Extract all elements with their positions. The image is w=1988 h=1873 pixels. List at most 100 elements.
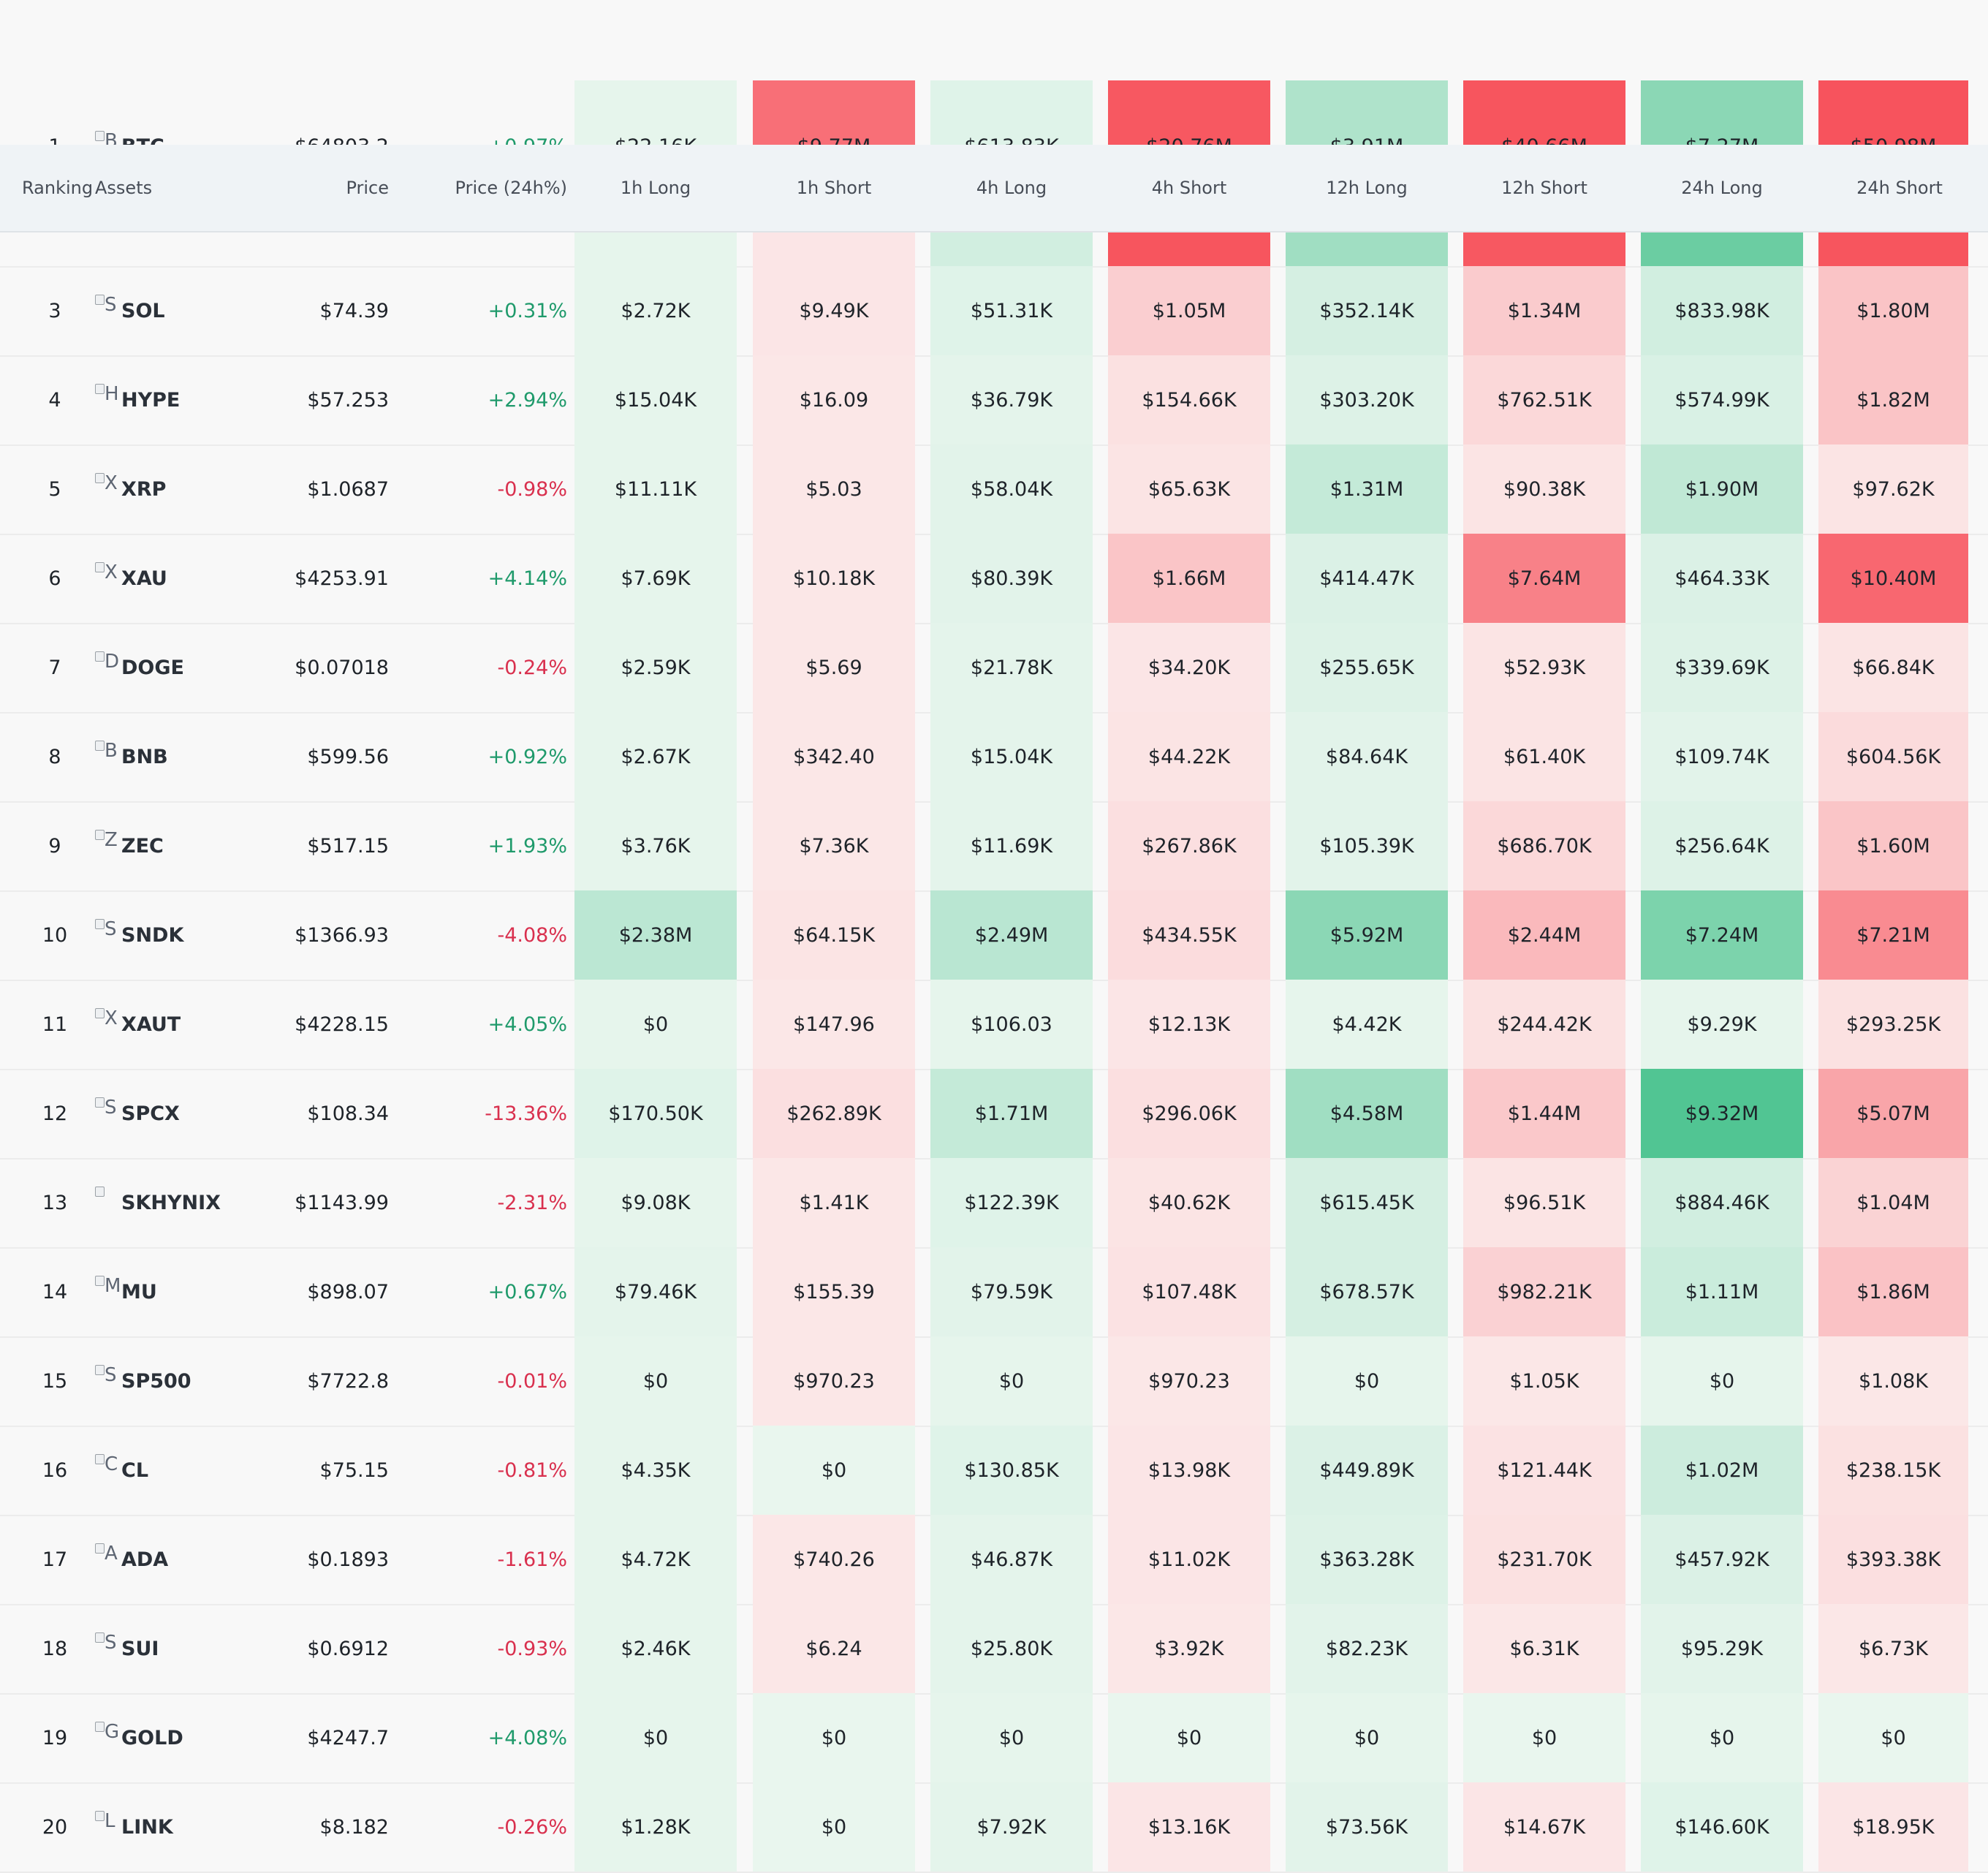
- change-cell: +0.67%: [487, 1280, 567, 1303]
- header-assets[interactable]: Assets: [95, 178, 153, 198]
- asset-cell[interactable]: X XRP: [95, 444, 278, 534]
- table-row[interactable]: 14 M MU $898.07 +0.67% $79.46K $155.39 $79.59K $…: [0, 1247, 1988, 1338]
- short-liquidation-cell: $970.23: [753, 1336, 915, 1426]
- short-liquidation-cell: $65.63K: [1108, 444, 1270, 534]
- table-row[interactable]: 16 C CL $75.15 -0.81% $4.35K $0 $130.85K $13.98K…: [0, 1426, 1988, 1516]
- long-liquidation-cell: $0: [574, 980, 737, 1069]
- table-row[interactable]: 19 G GOLD $4247.7 +4.08% $0 $0 $0 $0 $0 $0 $0 $0: [0, 1693, 1988, 1784]
- short-liquidation-cell: $342.40: [753, 712, 915, 801]
- short-liquidation-cell: $1.44M: [1463, 1069, 1625, 1158]
- short-liquidation-cell: $1.80M: [1818, 266, 1968, 355]
- asset-cell[interactable]: A ADA: [95, 1515, 278, 1604]
- asset-cell[interactable]: B BNB: [95, 712, 278, 801]
- rank-cell: 17: [42, 1548, 68, 1571]
- asset-logo-icon: S: [95, 1097, 117, 1119]
- table-row[interactable]: 13 SKHYNIX $1143.99 -2.31% $9.08K $1.41K $122.…: [0, 1158, 1988, 1249]
- long-liquidation-cell: $106.03: [930, 980, 1093, 1069]
- table-row[interactable]: 3 S SOL $74.39 +0.31% $2.72K $9.49K $51.31K $1.0…: [0, 266, 1988, 357]
- asset-cell[interactable]: SKHYNIX: [95, 1158, 278, 1247]
- header-24h-long[interactable]: 24h Long: [1681, 178, 1763, 198]
- header-12h-long[interactable]: 12h Long: [1326, 178, 1408, 198]
- header-12h-short[interactable]: 12h Short: [1501, 178, 1587, 198]
- header-change[interactable]: Price (24h%): [455, 178, 567, 198]
- asset-logo-icon: G: [95, 1721, 119, 1743]
- long-liquidation-cell: $46.87K: [930, 1515, 1093, 1604]
- rank-cell: 9: [48, 834, 61, 858]
- asset-cell[interactable]: G GOLD: [95, 1693, 278, 1782]
- table-row[interactable]: 4 H HYPE $57.253 +2.94% $15.04K $16.09 $36.79K $…: [0, 355, 1988, 446]
- asset-cell[interactable]: S SOL: [95, 266, 278, 355]
- short-liquidation-cell: $238.15K: [1818, 1426, 1968, 1515]
- long-liquidation-cell: $105.39K: [1286, 801, 1448, 890]
- table-row[interactable]: 12 S SPCX $108.34 -13.36% $170.50K $262.89K $1.…: [0, 1069, 1988, 1159]
- asset-cell[interactable]: X XAU: [95, 534, 278, 623]
- long-liquidation-cell: $1.71M: [930, 1069, 1093, 1158]
- short-liquidation-cell: $393.38K: [1818, 1515, 1968, 1604]
- long-liquidation-cell: $21.78K: [930, 623, 1093, 712]
- asset-logo-icon: H: [95, 383, 119, 405]
- long-liquidation-cell: $15.04K: [930, 712, 1093, 801]
- long-liquidation-cell: $0: [930, 1693, 1093, 1782]
- table-row[interactable]: 18 S SUI $0.6912 -0.93% $2.46K $6.24 $25.80K $3.…: [0, 1604, 1988, 1695]
- asset-cell[interactable]: H HYPE: [95, 355, 278, 444]
- asset-cell[interactable]: S SPCX: [95, 1069, 278, 1158]
- asset-cell[interactable]: L LINK: [95, 1782, 278, 1872]
- table-row[interactable]: 9 Z ZEC $517.15 +1.93% $3.76K $7.36K $11.69K $26…: [0, 801, 1988, 892]
- price-cell: $108.34: [307, 1102, 389, 1125]
- short-liquidation-cell: $147.96: [753, 980, 915, 1069]
- short-liquidation-cell: $96.51K: [1463, 1158, 1625, 1247]
- table-row[interactable]: 10 S SNDK $1366.93 -4.08% $2.38M $64.15K $2.49M…: [0, 890, 1988, 981]
- short-liquidation-cell: $1.82M: [1818, 355, 1968, 444]
- table-row[interactable]: 11 X XAUT $4228.15 +4.05% $0 $147.96 $106.03 $12…: [0, 980, 1988, 1070]
- asset-cell[interactable]: M MU: [95, 1247, 278, 1336]
- asset-cell[interactable]: C CL: [95, 1426, 278, 1515]
- asset-cell[interactable]: S SP500: [95, 1336, 278, 1426]
- long-liquidation-cell: $363.28K: [1286, 1515, 1448, 1604]
- header-ranking[interactable]: Ranking: [22, 178, 94, 198]
- long-liquidation-cell: $2.38M: [574, 890, 737, 980]
- table-row[interactable]: 17 A ADA $0.1893 -1.61% $4.72K $740.26 $46.87K $…: [0, 1515, 1988, 1605]
- long-liquidation-cell: $303.20K: [1286, 355, 1448, 444]
- table-row[interactable]: 6 X XAU $4253.91 +4.14% $7.69K $10.18K $80.39K $…: [0, 534, 1988, 624]
- short-liquidation-cell: $262.89K: [753, 1069, 915, 1158]
- table-row[interactable]: 7 D DOGE $0.07018 -0.24% $2.59K $5.69 $21.78K $3…: [0, 623, 1988, 714]
- asset-cell[interactable]: D DOGE: [95, 623, 278, 712]
- change-cell: +0.31%: [487, 299, 567, 322]
- rank-cell: 4: [48, 388, 61, 412]
- rank-cell: 16: [42, 1458, 68, 1482]
- short-liquidation-cell: $64.15K: [753, 890, 915, 980]
- rank-cell: 8: [48, 745, 61, 768]
- header-1h-short[interactable]: 1h Short: [796, 178, 872, 198]
- table-row[interactable]: 15 S SP500 $7722.8 -0.01% $0 $970.23 $0 $970.23 $…: [0, 1336, 1988, 1427]
- price-cell: $4228.15: [295, 1013, 389, 1036]
- asset-logo-icon: X: [95, 561, 118, 583]
- long-liquidation-cell: $2.59K: [574, 623, 737, 712]
- header-24h-short[interactable]: 24h Short: [1856, 178, 1943, 198]
- header-price[interactable]: Price: [346, 178, 389, 198]
- asset-cell[interactable]: S SUI: [95, 1604, 278, 1693]
- price-cell: $8.182: [319, 1815, 389, 1839]
- asset-cell[interactable]: Z ZEC: [95, 801, 278, 890]
- asset-cell[interactable]: S SNDK: [95, 890, 278, 980]
- rank-cell: 13: [42, 1191, 68, 1214]
- asset-symbol: DOGE: [121, 656, 184, 679]
- long-liquidation-cell: $9.29K: [1641, 980, 1803, 1069]
- rank-cell: 12: [42, 1102, 68, 1125]
- short-liquidation-cell: $244.42K: [1463, 980, 1625, 1069]
- change-cell: -0.98%: [497, 477, 567, 501]
- short-liquidation-cell: $61.40K: [1463, 712, 1625, 801]
- long-liquidation-cell: $0: [1641, 1693, 1803, 1782]
- header-4h-long[interactable]: 4h Long: [976, 178, 1047, 198]
- change-cell: -0.81%: [497, 1458, 567, 1482]
- long-liquidation-cell: $414.47K: [1286, 534, 1448, 623]
- asset-cell[interactable]: X XAUT: [95, 980, 278, 1069]
- long-liquidation-cell: $1.31M: [1286, 444, 1448, 534]
- short-liquidation-cell: $1.08K: [1818, 1336, 1968, 1426]
- long-liquidation-cell: $2.67K: [574, 712, 737, 801]
- table-row[interactable]: 5 X XRP $1.0687 -0.98% $11.11K $5.03 $58.04K $65…: [0, 444, 1988, 535]
- table-row[interactable]: 20 L LINK $8.182 -0.26% $1.28K $0 $7.92K $13.16K…: [0, 1782, 1988, 1873]
- header-4h-short[interactable]: 4h Short: [1151, 178, 1227, 198]
- asset-symbol: ZEC: [121, 834, 164, 858]
- table-row[interactable]: 8 B BNB $599.56 +0.92% $2.67K $342.40 $15.04K $4…: [0, 712, 1988, 803]
- header-1h-long[interactable]: 1h Long: [620, 178, 691, 198]
